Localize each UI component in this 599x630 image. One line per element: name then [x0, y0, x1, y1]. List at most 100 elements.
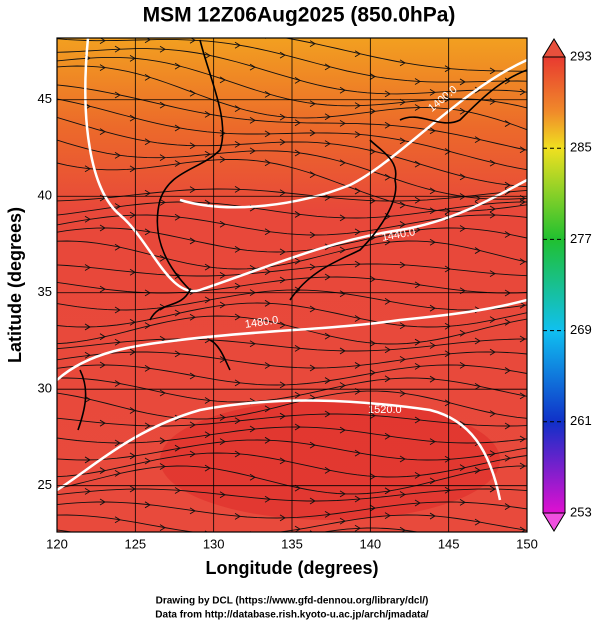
arrowhead [489, 211, 496, 219]
credit: Drawing by DCL (https://www.gfd-dennou.o… [156, 596, 429, 607]
arrowhead [144, 457, 151, 465]
arrowhead [309, 171, 316, 178]
arrowhead [294, 257, 301, 265]
arrowhead [354, 102, 361, 110]
arrowhead [279, 381, 286, 389]
arrowhead [234, 41, 241, 49]
y-tick-label: 30 [38, 381, 52, 396]
arrowhead [294, 211, 301, 218]
colorbar-bottom-arrow [542, 512, 566, 532]
arrowhead [279, 276, 286, 284]
x-tick-label: 145 [438, 536, 460, 551]
arrowhead [384, 512, 391, 520]
arrowhead [264, 90, 271, 98]
arrowhead [504, 181, 511, 189]
arrowhead [429, 477, 436, 485]
arrowhead [309, 263, 316, 271]
arrowhead [174, 213, 181, 221]
arrowhead [114, 516, 121, 524]
arrowhead [324, 63, 331, 71]
arrowhead [99, 419, 106, 427]
arrowhead [384, 173, 391, 181]
arrowhead [294, 149, 301, 157]
arrowhead [114, 151, 121, 159]
arrowhead [429, 187, 436, 195]
arrowhead [474, 337, 481, 345]
arrowhead [399, 221, 406, 228]
arrowhead [174, 62, 181, 70]
arrowhead [204, 397, 211, 404]
arrowhead [504, 231, 511, 238]
arrowhead [339, 347, 346, 355]
arrowhead [114, 380, 121, 387]
arrowhead [234, 417, 241, 425]
arrowhead [399, 137, 406, 145]
arrowhead [489, 205, 496, 213]
arrowhead [114, 45, 121, 53]
arrowhead [144, 501, 151, 509]
arrowhead [219, 301, 226, 309]
arrowhead [234, 141, 241, 148]
arrowhead [144, 189, 151, 197]
arrowhead [444, 65, 451, 73]
arrowhead [189, 507, 196, 515]
arrowhead [249, 340, 256, 348]
arrowhead [219, 414, 226, 421]
arrowhead [294, 391, 301, 399]
arrowhead [504, 318, 511, 326]
arrowhead [444, 455, 451, 463]
x-tick-label: 125 [124, 536, 146, 551]
arrowhead [414, 362, 421, 370]
arrowhead [189, 313, 196, 321]
arrowhead [264, 268, 271, 276]
arrowhead [99, 361, 106, 369]
arrowhead [99, 224, 106, 232]
arrowhead [279, 457, 286, 465]
arrowhead [339, 159, 346, 167]
arrowhead [519, 392, 526, 400]
arrowhead [309, 129, 316, 137]
arrowhead [264, 495, 271, 503]
arrowhead [309, 364, 316, 372]
arrowhead [474, 518, 481, 526]
arrowhead [519, 462, 526, 470]
arrowhead [264, 228, 271, 236]
arrowhead [219, 438, 226, 445]
arrowhead [204, 464, 211, 472]
arrowhead [294, 525, 301, 532]
y-tick-label: 45 [38, 91, 52, 106]
arrowhead [204, 296, 211, 304]
arrowhead [114, 338, 121, 346]
arrowhead [249, 264, 256, 272]
arrowhead [339, 119, 346, 127]
arrowhead [399, 455, 406, 463]
arrowhead [264, 405, 271, 413]
arrowhead [249, 63, 256, 71]
arrowhead [99, 285, 106, 293]
arrowhead [324, 273, 331, 281]
arrowhead [369, 275, 376, 283]
arrowhead [159, 463, 166, 470]
arrowhead [369, 504, 376, 512]
arrowhead [444, 148, 451, 155]
arrowhead [234, 379, 241, 387]
arrowhead [519, 526, 526, 532]
arrowhead [519, 335, 526, 343]
arrowhead [294, 484, 301, 492]
arrowhead [249, 116, 256, 124]
arrowhead [130, 26, 135, 32]
arrowhead [414, 160, 421, 168]
credit: Data from http://database.rish.kyoto-u.a… [155, 610, 429, 621]
arrowhead [144, 38, 151, 44]
arrowhead [234, 513, 241, 520]
arrowhead [414, 338, 421, 346]
arrowhead [219, 220, 226, 228]
arrowhead [369, 148, 376, 155]
arrowhead [384, 298, 391, 305]
arrowhead [324, 377, 331, 384]
colorbar: 253 261 269 277 285 293 [542, 38, 592, 532]
arrowhead [339, 86, 346, 94]
arrowhead [384, 346, 391, 354]
arrowhead [339, 426, 346, 434]
arrowhead [264, 299, 271, 307]
